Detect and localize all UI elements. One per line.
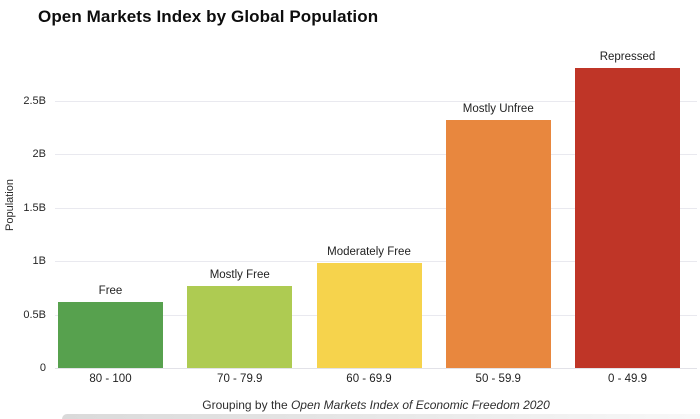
bar-free xyxy=(58,301,163,368)
bar-mostly-free xyxy=(187,285,293,368)
bar-repressed xyxy=(575,68,680,368)
bar-label: Moderately Free xyxy=(327,246,411,259)
bar-label: Free xyxy=(98,284,123,297)
bar-label: Mostly Free xyxy=(209,268,270,281)
bottom-edge-shadow xyxy=(62,414,700,419)
gridline xyxy=(55,154,697,155)
bar-moderately-free xyxy=(316,263,422,368)
bar-mostly-unfree xyxy=(445,119,551,368)
y-tick-label: 2.5B xyxy=(23,94,46,107)
caption-prefix: Grouping by the xyxy=(202,398,291,412)
gridline xyxy=(55,261,697,262)
x-axis-caption: Grouping by the Open Markets Index of Ec… xyxy=(55,398,697,412)
x-tick-label: 60 - 69.9 xyxy=(346,373,392,385)
x-tick-label: 50 - 59.9 xyxy=(475,373,521,385)
bar-label: Repressed xyxy=(599,51,656,64)
bar-label: Mostly Unfree xyxy=(462,102,534,115)
y-tick-label: 0.5B xyxy=(23,308,46,321)
x-axis-line xyxy=(55,368,697,369)
caption-source: Open Markets Index of Economic Freedom 2… xyxy=(290,398,550,412)
y-tick-label: 0 xyxy=(39,362,46,374)
gridline xyxy=(55,100,697,102)
x-tick-label: 0 - 49.9 xyxy=(608,373,647,385)
x-tick-label: 80 - 100 xyxy=(89,373,132,385)
y-tick-label: 2B xyxy=(32,148,46,160)
gridline xyxy=(55,207,697,209)
x-tick-label: 70 - 79.9 xyxy=(217,373,263,385)
y-tick-label: 1.5B xyxy=(23,201,46,214)
y-tick-label: 1B xyxy=(32,255,46,267)
chart-title: Open Markets Index by Global Population xyxy=(38,7,379,26)
